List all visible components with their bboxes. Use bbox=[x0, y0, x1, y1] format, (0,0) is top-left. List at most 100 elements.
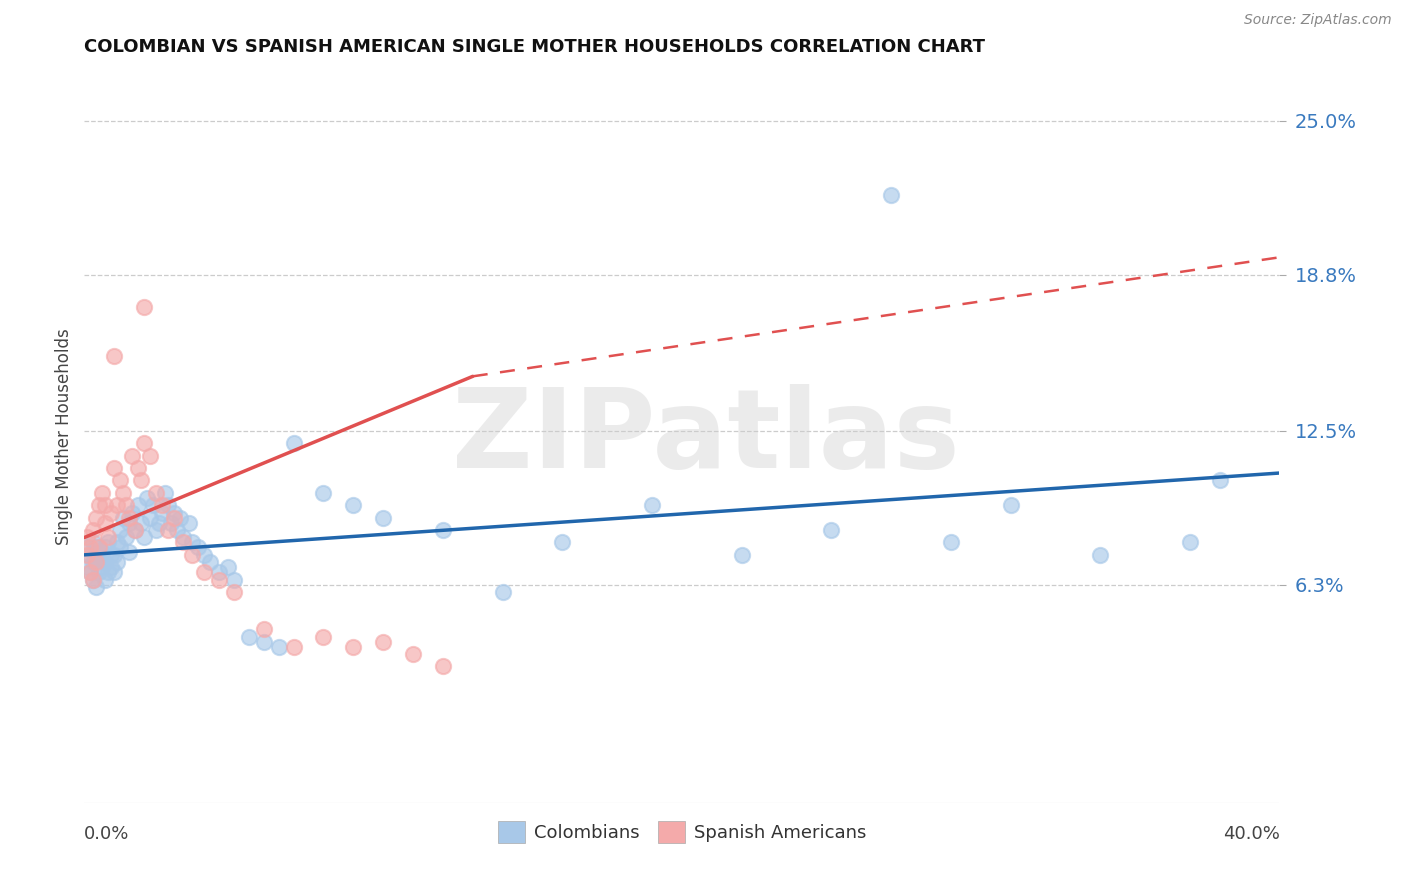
Point bbox=[118, 545, 141, 559]
Point bbox=[82, 555, 104, 569]
Point bbox=[94, 516, 117, 530]
Point bbox=[1178, 535, 1201, 549]
Point bbox=[129, 474, 152, 488]
Point bbox=[132, 531, 156, 545]
Text: COLOMBIAN VS SPANISH AMERICAN SINGLE MOTHER HOUSEHOLDS CORRELATION CHART: COLOMBIAN VS SPANISH AMERICAN SINGLE MOT… bbox=[84, 38, 986, 56]
Point bbox=[118, 516, 141, 530]
Point bbox=[166, 523, 188, 537]
Point bbox=[94, 555, 117, 569]
Point bbox=[82, 523, 104, 537]
Point bbox=[89, 553, 111, 567]
Point bbox=[82, 573, 104, 587]
Point bbox=[492, 585, 515, 599]
Point bbox=[150, 506, 173, 520]
Point bbox=[342, 498, 364, 512]
Point bbox=[145, 523, 167, 537]
Point bbox=[127, 498, 149, 512]
Point bbox=[145, 486, 167, 500]
Point bbox=[76, 531, 98, 545]
Point bbox=[312, 486, 335, 500]
Point bbox=[103, 350, 125, 364]
Point bbox=[402, 647, 425, 661]
Point bbox=[121, 506, 143, 520]
Point bbox=[86, 541, 108, 555]
Point bbox=[76, 548, 98, 562]
Point bbox=[79, 565, 101, 579]
Point bbox=[115, 498, 138, 512]
Point bbox=[238, 630, 260, 644]
Point bbox=[86, 580, 108, 594]
Point bbox=[91, 545, 114, 559]
Point bbox=[731, 548, 754, 562]
Point bbox=[551, 535, 574, 549]
Point bbox=[150, 498, 173, 512]
Point bbox=[1000, 498, 1022, 512]
Point bbox=[89, 565, 111, 579]
Text: Source: ZipAtlas.com: Source: ZipAtlas.com bbox=[1244, 13, 1392, 28]
Point bbox=[79, 565, 101, 579]
Point bbox=[172, 531, 194, 545]
Point bbox=[208, 573, 231, 587]
Point bbox=[142, 498, 165, 512]
Point bbox=[177, 516, 200, 530]
Point bbox=[148, 516, 170, 530]
Point bbox=[76, 541, 98, 555]
Point bbox=[89, 541, 111, 555]
Point bbox=[373, 510, 395, 524]
Text: 40.0%: 40.0% bbox=[1223, 825, 1279, 843]
Point bbox=[432, 523, 454, 537]
Point bbox=[222, 585, 245, 599]
Point bbox=[112, 486, 135, 500]
Point bbox=[103, 461, 125, 475]
Point bbox=[267, 640, 290, 654]
Point bbox=[939, 535, 962, 549]
Point bbox=[139, 449, 162, 463]
Point bbox=[79, 548, 101, 562]
Point bbox=[342, 640, 364, 654]
Point bbox=[163, 506, 186, 520]
Point bbox=[283, 436, 305, 450]
Point bbox=[157, 498, 180, 512]
Point bbox=[172, 535, 194, 549]
Point bbox=[139, 510, 162, 524]
Point bbox=[124, 523, 146, 537]
Legend: Colombians, Spanish Americans: Colombians, Spanish Americans bbox=[489, 813, 875, 852]
Point bbox=[118, 510, 141, 524]
Point bbox=[253, 634, 276, 648]
Point bbox=[97, 565, 120, 579]
Point bbox=[217, 560, 239, 574]
Point bbox=[79, 541, 101, 555]
Point bbox=[105, 535, 128, 549]
Point bbox=[181, 548, 204, 562]
Point bbox=[91, 486, 114, 500]
Point bbox=[105, 555, 128, 569]
Point bbox=[97, 531, 120, 545]
Point bbox=[105, 498, 128, 512]
Text: 0.0%: 0.0% bbox=[84, 825, 129, 843]
Point bbox=[283, 640, 305, 654]
Point bbox=[86, 555, 108, 569]
Point bbox=[76, 560, 98, 574]
Point bbox=[153, 486, 176, 500]
Point bbox=[89, 548, 111, 562]
Point bbox=[160, 516, 183, 530]
Point bbox=[222, 573, 245, 587]
Point bbox=[1209, 474, 1232, 488]
Point bbox=[880, 188, 903, 202]
Point bbox=[198, 555, 221, 569]
Point bbox=[253, 622, 276, 636]
Text: ZIPatlas: ZIPatlas bbox=[451, 384, 960, 491]
Point bbox=[193, 548, 215, 562]
Point bbox=[132, 300, 156, 314]
Point bbox=[100, 560, 122, 574]
Point bbox=[110, 541, 132, 555]
Point bbox=[91, 560, 114, 574]
Point bbox=[1090, 548, 1112, 562]
Point bbox=[127, 461, 149, 475]
Point bbox=[94, 498, 117, 512]
Point bbox=[193, 565, 215, 579]
Point bbox=[110, 523, 132, 537]
Point bbox=[110, 474, 132, 488]
Point bbox=[121, 449, 143, 463]
Point bbox=[132, 436, 156, 450]
